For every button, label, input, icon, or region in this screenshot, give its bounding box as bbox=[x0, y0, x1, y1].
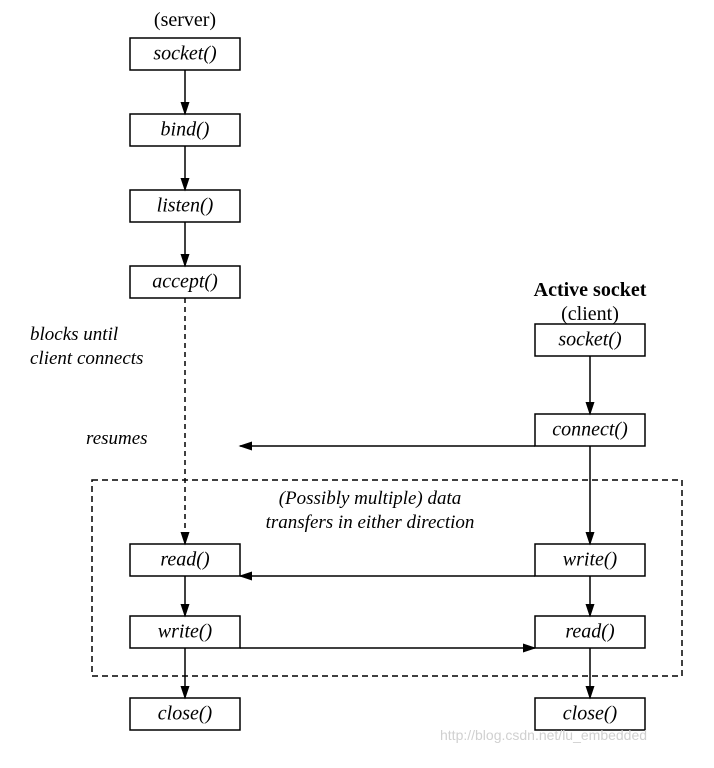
note-blocks-1: blocks until bbox=[30, 324, 118, 345]
node-label-s_read: read() bbox=[160, 549, 210, 571]
node-label-s_socket: socket() bbox=[153, 43, 217, 65]
node-label-c_connect: connect() bbox=[552, 419, 628, 441]
node-label-s_bind: bind() bbox=[161, 119, 210, 141]
note-multi-1: (Possibly multiple) data bbox=[279, 488, 462, 509]
node-label-s_close: close() bbox=[158, 703, 213, 725]
node-label-c_socket: socket() bbox=[558, 329, 622, 351]
node-label-c_close: close() bbox=[563, 703, 618, 725]
node-label-c_read: read() bbox=[565, 621, 615, 643]
node-label-s_write: write() bbox=[158, 621, 213, 643]
server-header: (server) bbox=[154, 9, 216, 31]
node-label-s_accept: accept() bbox=[152, 271, 218, 293]
note-blocks-2: client connects bbox=[30, 348, 143, 369]
client-title: Active socket bbox=[534, 279, 647, 301]
note-multi-2: transfers in either direction bbox=[266, 512, 475, 533]
socket-flow-diagram: (server) Active socket(client) socket() bin… bbox=[0, 0, 714, 768]
node-label-s_listen: listen() bbox=[157, 195, 214, 217]
watermark: http://blog.csdn.net/lu_embedded bbox=[440, 727, 647, 743]
node-label-c_write: write() bbox=[563, 549, 618, 571]
note-resumes: resumes bbox=[86, 428, 148, 449]
client-subtitle: (client) bbox=[561, 303, 619, 325]
